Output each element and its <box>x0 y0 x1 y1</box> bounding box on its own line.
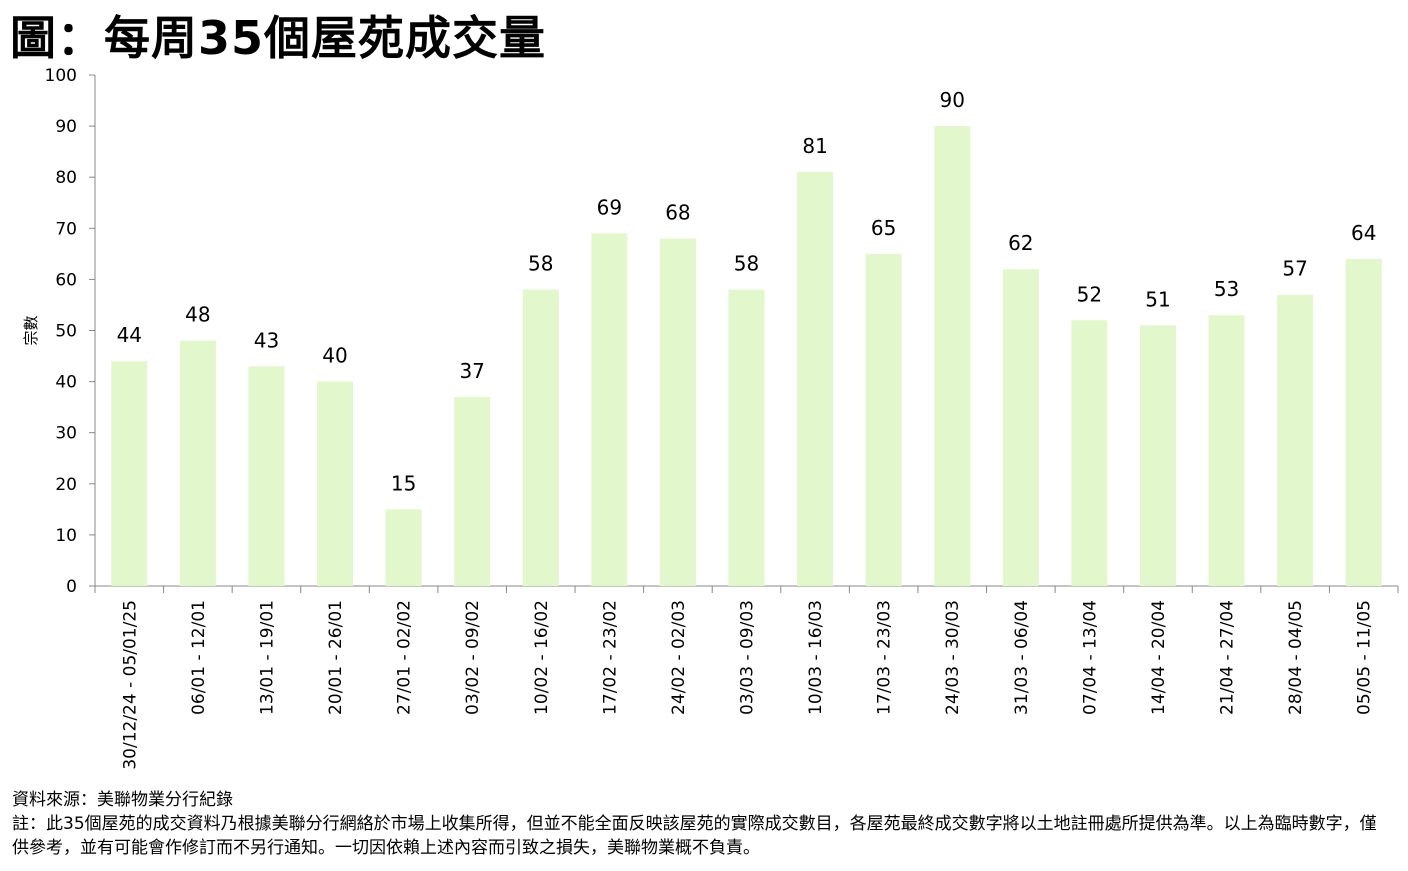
data-label: 51 <box>1145 287 1170 311</box>
y-tick-label: 50 <box>55 322 77 342</box>
x-tick-labels: 30/12/24 - 05/01/25 06/01 - 12/01 13/01 - … <box>120 600 1374 770</box>
data-label: 81 <box>802 134 827 158</box>
x-tick-label: 20/01 - 26/01 <box>326 600 346 715</box>
y-axis: 0 10 20 30 40 50 60 70 80 90 100 <box>45 66 96 597</box>
x-tick-label: 17/02 - 23/02 <box>600 600 620 715</box>
bar <box>1277 294 1314 586</box>
x-tick-label: 13/01 - 19/01 <box>257 600 277 715</box>
data-label: 90 <box>940 88 965 112</box>
bar <box>797 172 834 586</box>
bar <box>111 361 148 586</box>
bar <box>317 381 354 586</box>
y-axis-title-group: 宗數 <box>22 315 40 345</box>
x-tick-label: 28/04 - 04/05 <box>1286 600 1306 715</box>
y-axis-title: 宗數 <box>22 315 40 345</box>
data-label: 40 <box>322 344 347 368</box>
bar <box>728 289 765 586</box>
data-label: 62 <box>1008 231 1033 255</box>
x-tick-label: 24/03 - 30/03 <box>943 600 963 715</box>
bar <box>659 238 696 586</box>
x-tick-label: 31/03 - 06/04 <box>1012 600 1032 715</box>
data-label: 64 <box>1351 221 1376 245</box>
bar <box>591 233 628 586</box>
bar-chart: 宗數 0 10 20 30 40 50 60 70 80 90 100 44 48 43 40 15 37 58… <box>22 66 1399 770</box>
y-tick-label: 80 <box>55 168 77 188</box>
data-label: 58 <box>734 252 759 276</box>
bars <box>111 126 1382 586</box>
x-tick-label: 24/02 - 02/03 <box>669 600 689 715</box>
data-label: 57 <box>1282 257 1307 281</box>
x-axis <box>94 585 1399 593</box>
bar <box>179 340 216 586</box>
bar <box>1002 269 1039 586</box>
bar <box>385 509 422 586</box>
data-label: 58 <box>528 252 553 276</box>
x-tick-label: 17/03 - 23/03 <box>875 600 895 715</box>
y-tick-label: 20 <box>55 475 77 495</box>
data-label: 37 <box>459 359 484 383</box>
bar <box>248 366 285 586</box>
chart-title: 圖：每周35個屋苑成交量 <box>10 11 547 65</box>
x-tick-label: 21/04 - 27/04 <box>1218 600 1238 715</box>
y-tick-label: 90 <box>55 117 77 137</box>
x-tick-label: 07/04 - 13/04 <box>1080 600 1100 715</box>
data-label: 53 <box>1214 277 1239 301</box>
y-tick-label: 70 <box>55 219 77 239</box>
bar <box>1345 258 1382 586</box>
data-label: 69 <box>597 195 622 219</box>
data-label: 68 <box>665 201 690 225</box>
bar <box>1208 315 1245 586</box>
bar <box>934 126 971 586</box>
y-tick-label: 0 <box>66 577 77 597</box>
y-tick-label: 10 <box>55 526 77 546</box>
data-label: 65 <box>871 216 896 240</box>
data-label: 15 <box>391 471 416 495</box>
bar <box>522 289 559 586</box>
bar <box>454 396 491 586</box>
data-label: 52 <box>1077 282 1102 306</box>
x-tick-label: 10/03 - 16/03 <box>806 600 826 715</box>
x-tick-label: 30/12/24 - 05/01/25 <box>120 600 140 770</box>
data-labels: 44 48 43 40 15 37 58 69 68 58 81 65 90 62 52 51 53 57 64 <box>117 88 1377 495</box>
data-label: 44 <box>117 323 142 347</box>
x-tick-label: 03/02 - 09/02 <box>463 600 483 715</box>
x-tick-label: 27/01 - 02/02 <box>395 600 415 715</box>
y-tick-label: 100 <box>45 66 77 86</box>
data-label: 43 <box>254 328 279 352</box>
source-note: 資料來源：美聯物業分行紀錄 <box>12 790 233 810</box>
bar <box>1071 320 1108 586</box>
x-tick-label: 03/03 - 09/03 <box>738 600 758 715</box>
x-tick-label: 06/01 - 12/01 <box>189 600 209 715</box>
y-tick-label: 40 <box>55 373 77 393</box>
x-tick-label: 14/04 - 20/04 <box>1149 600 1169 715</box>
data-label: 48 <box>185 303 210 327</box>
y-tick-label: 30 <box>55 424 77 444</box>
y-tick-label: 60 <box>55 270 77 290</box>
chart-notes: 資料來源：美聯物業分行紀錄 註：此35個屋苑的成交資料乃根據美聯分行網絡於市場上… <box>12 788 1392 860</box>
x-tick-label: 05/05 - 11/05 <box>1355 600 1375 715</box>
bar <box>865 253 902 586</box>
disclaimer-note: 註：此35個屋苑的成交資料乃根據美聯分行網絡於市場上收集所得，但並不能全面反映該… <box>12 814 1377 858</box>
bar <box>1139 325 1176 586</box>
x-tick-label: 10/02 - 16/02 <box>532 600 552 715</box>
